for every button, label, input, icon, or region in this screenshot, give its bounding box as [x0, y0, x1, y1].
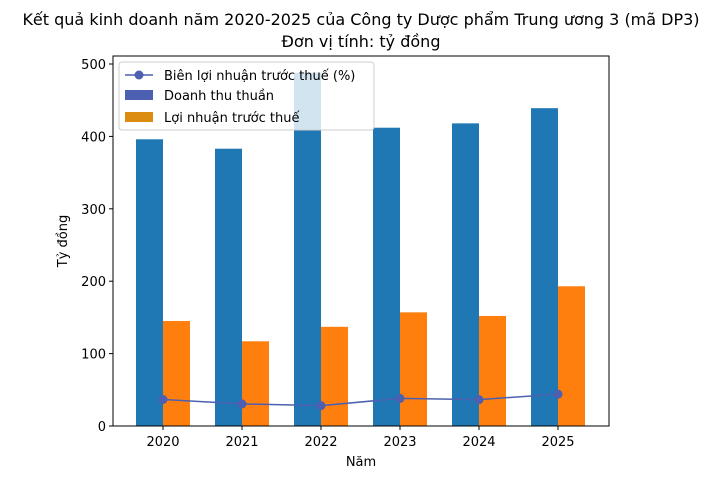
- y-tick-label: 400: [81, 130, 106, 145]
- y-tick-label: 100: [81, 348, 106, 363]
- legend-profit-swatch: [125, 112, 153, 122]
- legend-profit-label: Lợi nhuận trước thuế: [164, 111, 299, 126]
- y-tick-label: 500: [81, 58, 106, 73]
- y-tick-label: 300: [81, 203, 106, 218]
- margin-point-2025: [553, 389, 563, 399]
- bar-revenue-2025: [531, 108, 558, 426]
- y-axis: 0 100 200 300 400 500: [81, 58, 113, 435]
- y-axis-label: Tỷ đồng: [56, 215, 71, 268]
- plot-frame: [112, 55, 610, 427]
- x-tick-label: 2023: [383, 435, 416, 450]
- legend-box: [118, 61, 375, 131]
- margin-point-2021: [237, 399, 247, 409]
- x-axis: 2020 2021 2022 2023 2024 2025: [146, 426, 575, 450]
- legend-revenue-label: Doanh thu thuần: [164, 89, 274, 104]
- y-tick-label: 200: [81, 275, 106, 290]
- x-tick-label: 2025: [541, 435, 574, 450]
- chart-title: Kết quả kinh doanh năm 2020-2025 của Côn…: [22, 10, 700, 29]
- bar-profit-2020: [163, 321, 190, 426]
- margin-point-2022: [316, 401, 326, 411]
- margin-point-2020: [158, 395, 168, 405]
- legend-margin-label: Biên lợi nhuận trước thuế (%): [164, 69, 355, 84]
- margin-point-2023: [395, 393, 405, 403]
- chart-subtitle: Đơn vị tính: tỷ đồng: [281, 32, 441, 51]
- bar-profit-2022: [321, 326, 348, 426]
- bar-profit-2023: [400, 312, 427, 426]
- bar-revenue-2024: [452, 123, 479, 427]
- bar-profit-2021: [242, 341, 269, 426]
- x-tick-label: 2020: [146, 435, 179, 450]
- x-tick-label: 2024: [462, 435, 495, 450]
- margin-line-layer: [158, 389, 563, 411]
- legend: Biên lợi nhuận trước thuế (%) Doanh thu …: [118, 61, 375, 131]
- bar-profit-2025: [558, 286, 585, 426]
- bar-revenue-2022: [294, 72, 321, 427]
- bar-revenue-2023: [373, 127, 400, 426]
- x-axis-label: Năm: [346, 455, 376, 470]
- legend-marker-icon: [134, 70, 144, 80]
- bar-profit-2024: [479, 315, 506, 426]
- x-tick-label: 2022: [304, 435, 337, 450]
- bar-revenue-2021: [215, 148, 242, 426]
- legend-revenue-swatch: [125, 90, 153, 100]
- y-tick-label: 0: [98, 420, 106, 435]
- x-tick-label: 2021: [225, 435, 258, 450]
- bars-layer: [136, 72, 585, 427]
- margin-point-2024: [474, 395, 484, 405]
- bar-revenue-2020: [136, 139, 163, 426]
- margin-line: [162, 393, 559, 407]
